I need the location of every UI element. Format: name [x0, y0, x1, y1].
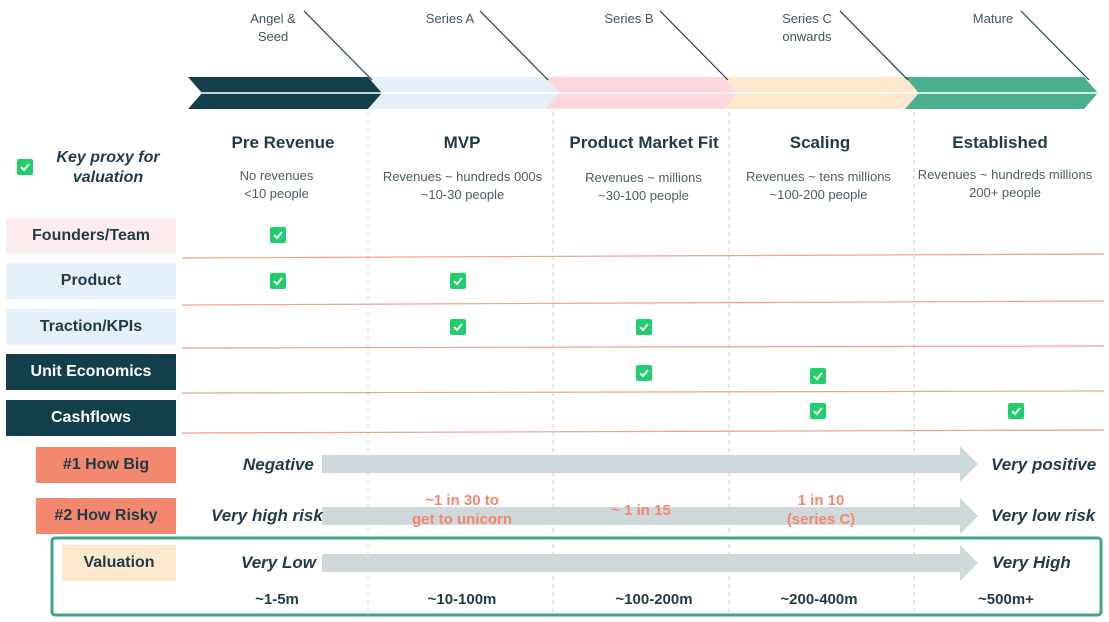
row-separator [181, 300, 1105, 306]
round-pointer-line [303, 10, 373, 81]
round-label-mature: Mature [972, 11, 1014, 26]
stage-desc-mvp: Revenues ~ hundreds 000s ~10-30 people [382, 169, 543, 202]
check-icon [270, 227, 286, 243]
metric-label-how-risky: #2 How Risky [36, 498, 176, 534]
how-risky-mid-scaling: 1 in 10 (series C) [786, 492, 856, 528]
row-separator [181, 429, 1105, 434]
check-icon [810, 403, 826, 419]
how-risky-arrow [322, 498, 978, 534]
stage-desc-pre-revenue: No revenues <10 people [239, 168, 314, 201]
valuation-value-pmf: ~100-200m [615, 591, 693, 608]
how-risky-mid-mvp: ~1 in 30 to get to unicorn [412, 492, 512, 528]
round-pointer-line [839, 10, 909, 81]
how-big-arrow [322, 446, 978, 482]
stage-title-mvp: MVP [443, 133, 481, 152]
valuation-end: Very High [992, 553, 1071, 572]
round-pointer-line [479, 10, 549, 81]
valuation-value-scaling: ~200-400m [780, 591, 858, 608]
row-label-cashflows: Cashflows [6, 400, 176, 436]
stage-title-pre-revenue: Pre Revenue [231, 133, 335, 152]
how-big-end: Very positive [991, 455, 1097, 474]
check-icon [636, 319, 652, 335]
row-label-unit-economics: Unit Economics [6, 354, 176, 390]
row-label-founders-team: Founders/Team [6, 218, 176, 254]
row-label-product: Product [6, 263, 176, 299]
stage-title-established: Established [952, 133, 1048, 152]
row-separator [181, 390, 1105, 394]
legend-check-icon [17, 159, 33, 175]
how-risky-end: Very low risk [991, 506, 1096, 525]
round-label-series-b: Series B [604, 11, 654, 26]
stage-title-product-market-fit: Product Market Fit [569, 133, 719, 152]
valuation-frame [50, 536, 1103, 617]
stage-title-scaling: Scaling [789, 133, 851, 152]
legend-label: Key proxy for valuation [56, 149, 160, 186]
valuation-start: Very Low [241, 553, 316, 572]
round-pointer-line [659, 10, 729, 81]
metric-label-how-big: #1 How Big [36, 447, 176, 483]
how-risky-mid-pmf: ~ 1 in 15 [611, 502, 671, 519]
check-icon [450, 273, 466, 289]
check-icon [1008, 403, 1024, 419]
check-icon [270, 273, 286, 289]
valuation-arrow [322, 545, 978, 581]
stage-desc-scaling: Revenues ~ tens millions ~100-200 people [746, 169, 891, 202]
how-risky-start: Very high risk [211, 506, 323, 525]
row-label-traction-kpis: Traction/KPIs [6, 309, 176, 345]
check-icon [810, 368, 826, 384]
stage-desc-product-market-fit: Revenues ~ millions ~30-100 people [585, 170, 702, 203]
round-pointer-line [1020, 10, 1090, 81]
valuation-value-established: ~500m+ [978, 591, 1034, 608]
stage-desc-established: Revenues ~ hundreds millions 200+ people [917, 167, 1093, 200]
round-label-angel-seed: Angel & Seed [250, 11, 296, 44]
valuation-value-pre-revenue: ~1-5m [255, 591, 299, 608]
check-icon [636, 365, 652, 381]
how-big-start: Negative [243, 455, 314, 474]
metric-label-valuation: Valuation [62, 545, 176, 581]
round-label-series-c: Series C onwards [782, 11, 832, 44]
round-label-series-a: Series A [425, 11, 475, 26]
valuation-value-mvp: ~10-100m [427, 591, 497, 608]
row-separator [181, 345, 1105, 349]
row-separator [181, 253, 1105, 259]
check-icon [450, 319, 466, 335]
